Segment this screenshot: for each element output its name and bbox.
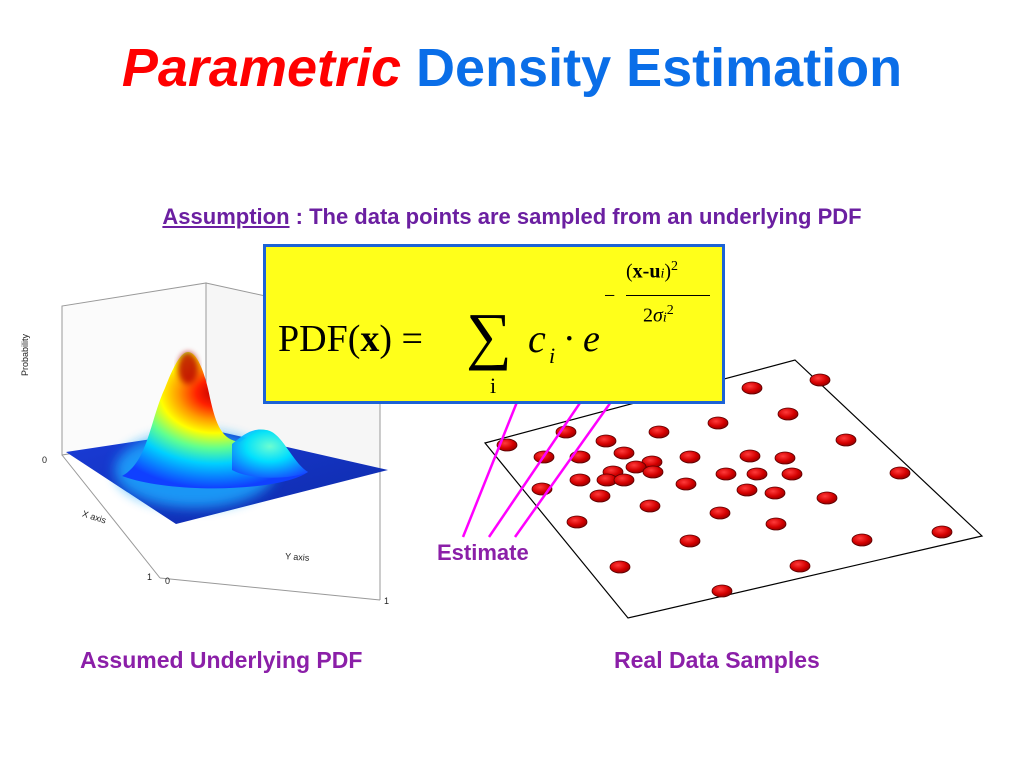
- tick-y-0: 0: [165, 576, 171, 586]
- surface-mounds: [115, 352, 308, 508]
- data-sample-dot: [711, 584, 733, 598]
- exp-den-pow: 2: [666, 303, 674, 318]
- sum-index: i: [490, 373, 497, 398]
- data-sample-dot: [809, 373, 831, 387]
- title-word-parametric: Parametric: [121, 38, 402, 98]
- data-sample-dot: [715, 467, 737, 481]
- formula-x: x: [360, 318, 380, 360]
- data-sample-dot: [642, 465, 664, 479]
- formula-box: PDF(x) = ∑ i c i · e − (x-ui)2 2σi2: [263, 244, 725, 404]
- coef-c: c: [528, 316, 546, 361]
- dot-e: · e: [564, 318, 600, 360]
- exp-num-close: ): [664, 260, 672, 283]
- title-words-density-estimation: Density Estimation: [416, 38, 903, 98]
- z-axis-label: Probability: [20, 333, 30, 376]
- data-sample-dot: [589, 489, 611, 503]
- data-sample-dot: [679, 450, 701, 464]
- exp-fraction-bar: [626, 295, 710, 296]
- data-sample-dot: [764, 486, 786, 500]
- assumption-text: : The data points are sampled from an un…: [289, 204, 862, 229]
- data-sample-dot: [709, 506, 731, 520]
- data-sample-dot: [648, 425, 670, 439]
- tick-y-1: 1: [384, 596, 390, 606]
- data-sample-dot: [707, 416, 729, 430]
- exp-denominator: 2σi2: [643, 303, 674, 328]
- tick-z-0: 0: [42, 455, 48, 465]
- formula-equals: ) =: [379, 318, 423, 360]
- exp-numerator: (x-ui)2: [626, 259, 678, 284]
- formula-pdf: PDF(: [278, 318, 361, 360]
- data-samples: [496, 373, 953, 598]
- data-sample-dot: [613, 473, 635, 487]
- formula-lhs: PDF(x) =: [278, 317, 423, 361]
- data-sample-dot: [739, 449, 761, 463]
- exp-den-sigma: σ: [653, 304, 663, 327]
- data-sample-dot: [816, 491, 838, 505]
- slide-title: Parametric Density Estimation: [0, 28, 1024, 108]
- data-sample-dot: [566, 515, 588, 529]
- data-sample-dot: [741, 381, 763, 395]
- assumption-line: Assumption : The data points are sampled…: [0, 204, 1024, 230]
- tick-x-1: 1: [147, 572, 153, 582]
- data-sample-dot: [789, 559, 811, 573]
- data-sample-dot: [781, 467, 803, 481]
- data-sample-dot: [777, 407, 799, 421]
- data-sample-dot: [774, 451, 796, 465]
- data-sample-dot: [609, 560, 631, 574]
- exp-num-sub: i: [660, 266, 665, 282]
- sum-symbol: ∑: [466, 300, 512, 371]
- data-sample-dot: [569, 473, 591, 487]
- exp-den-two: 2: [643, 304, 653, 327]
- data-sample-dot: [595, 434, 617, 448]
- data-sample-dot: [746, 467, 768, 481]
- exp-num-open: (: [626, 260, 633, 283]
- exp-num-x: x-u: [632, 260, 661, 283]
- data-sample-dot: [639, 499, 661, 513]
- coef-sub: i: [549, 343, 556, 368]
- data-sample-dot: [931, 525, 953, 539]
- data-sample-dot: [675, 477, 697, 491]
- estimate-label: Estimate: [437, 540, 529, 565]
- assumption-label: Assumption: [162, 204, 290, 229]
- data-sample-dot: [835, 433, 857, 447]
- exp-num-pow: 2: [671, 259, 679, 274]
- data-sample-dot: [679, 534, 701, 548]
- data-sample-dot: [736, 483, 758, 497]
- data-sample-dot: [625, 460, 647, 474]
- data-sample-dot: [613, 446, 635, 460]
- caption-assumed-pdf: Assumed Underlying PDF: [80, 647, 363, 673]
- data-sample-dot: [851, 533, 873, 547]
- y-axis-label: Y axis: [284, 551, 310, 563]
- caption-real-samples: Real Data Samples: [614, 647, 820, 673]
- exp-minus: −: [604, 285, 616, 307]
- exp-den-sub: i: [662, 310, 667, 326]
- data-sample-dot: [889, 466, 911, 480]
- data-sample-dot: [765, 517, 787, 531]
